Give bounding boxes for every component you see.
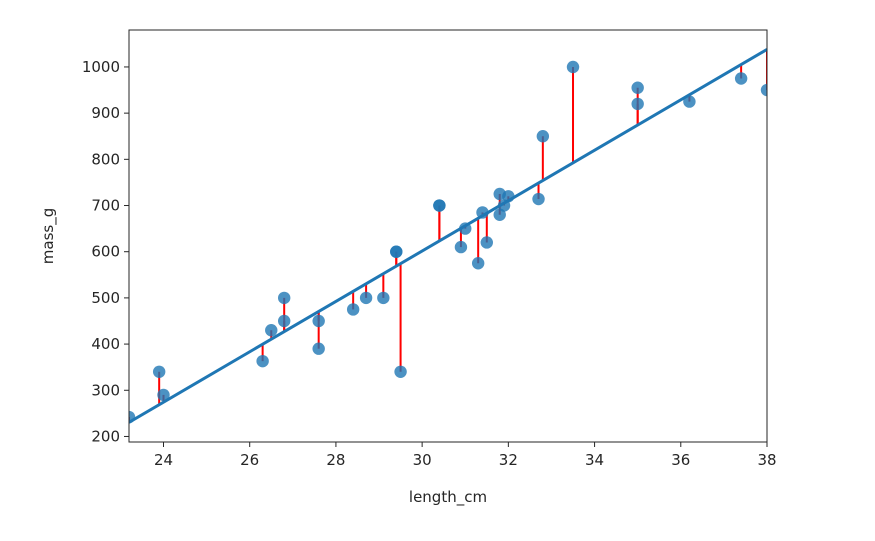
y-tick-label-600: 600 [91, 243, 120, 261]
x-tick-label-38: 38 [757, 451, 776, 469]
data-point-6 [277, 291, 291, 305]
regression-line [129, 48, 767, 424]
data-point-9 [346, 303, 360, 316]
y-tick-label-500: 500 [91, 289, 120, 307]
y-axis-ticks: 200 300 400 500 600 700 800 900 1000 [82, 58, 129, 445]
x-tick-label-28: 28 [326, 451, 345, 469]
x-tick-label-36: 36 [671, 451, 690, 469]
data-point-31 [683, 95, 696, 108]
data-point-30 [631, 81, 644, 94]
data-point-17 [454, 240, 468, 254]
y-tick-label-200: 200 [91, 427, 120, 445]
plot-frame [128, 29, 768, 443]
y-tick-label-900: 900 [91, 104, 120, 122]
data-point-11 [377, 291, 390, 305]
data-point-33 [760, 83, 767, 97]
data-point-13 [390, 245, 403, 258]
data-point-22 [493, 208, 506, 221]
y-tick-label-700: 700 [91, 197, 120, 215]
x-tick-label-32: 32 [499, 451, 518, 469]
data-point-10 [359, 291, 373, 305]
data-point-28 [566, 60, 580, 74]
x-axis-ticks: 24 26 28 30 32 34 36 38 [154, 442, 777, 469]
x-tick-label-24: 24 [154, 451, 173, 469]
data-point-2 [157, 388, 170, 402]
data-point-14 [394, 365, 407, 378]
data-point-26 [532, 192, 545, 206]
data-point-29 [631, 97, 644, 111]
data-point-7 [312, 342, 325, 355]
data-point-4 [265, 324, 278, 337]
y-axis-label: mass_g [39, 208, 58, 264]
data-point-21 [480, 236, 493, 249]
x-axis-label: length_cm [409, 488, 487, 507]
x-tick-label-30: 30 [413, 451, 432, 469]
regression-line-group [129, 48, 767, 424]
data-point-5 [277, 314, 291, 328]
data-point-32 [734, 72, 748, 85]
data-point-27 [536, 130, 550, 143]
data-point-19 [471, 257, 485, 270]
data-point-8 [312, 314, 325, 328]
data-point-3 [256, 354, 269, 368]
y-tick-label-300: 300 [91, 381, 120, 399]
x-tick-label-34: 34 [585, 451, 604, 469]
data-point-16 [433, 199, 446, 212]
y-tick-label-400: 400 [91, 335, 120, 353]
data-points [129, 60, 767, 424]
y-tick-label-1000: 1000 [82, 58, 120, 76]
y-tick-label-800: 800 [91, 150, 120, 168]
data-point-1 [152, 365, 166, 378]
x-tick-label-26: 26 [240, 451, 259, 469]
